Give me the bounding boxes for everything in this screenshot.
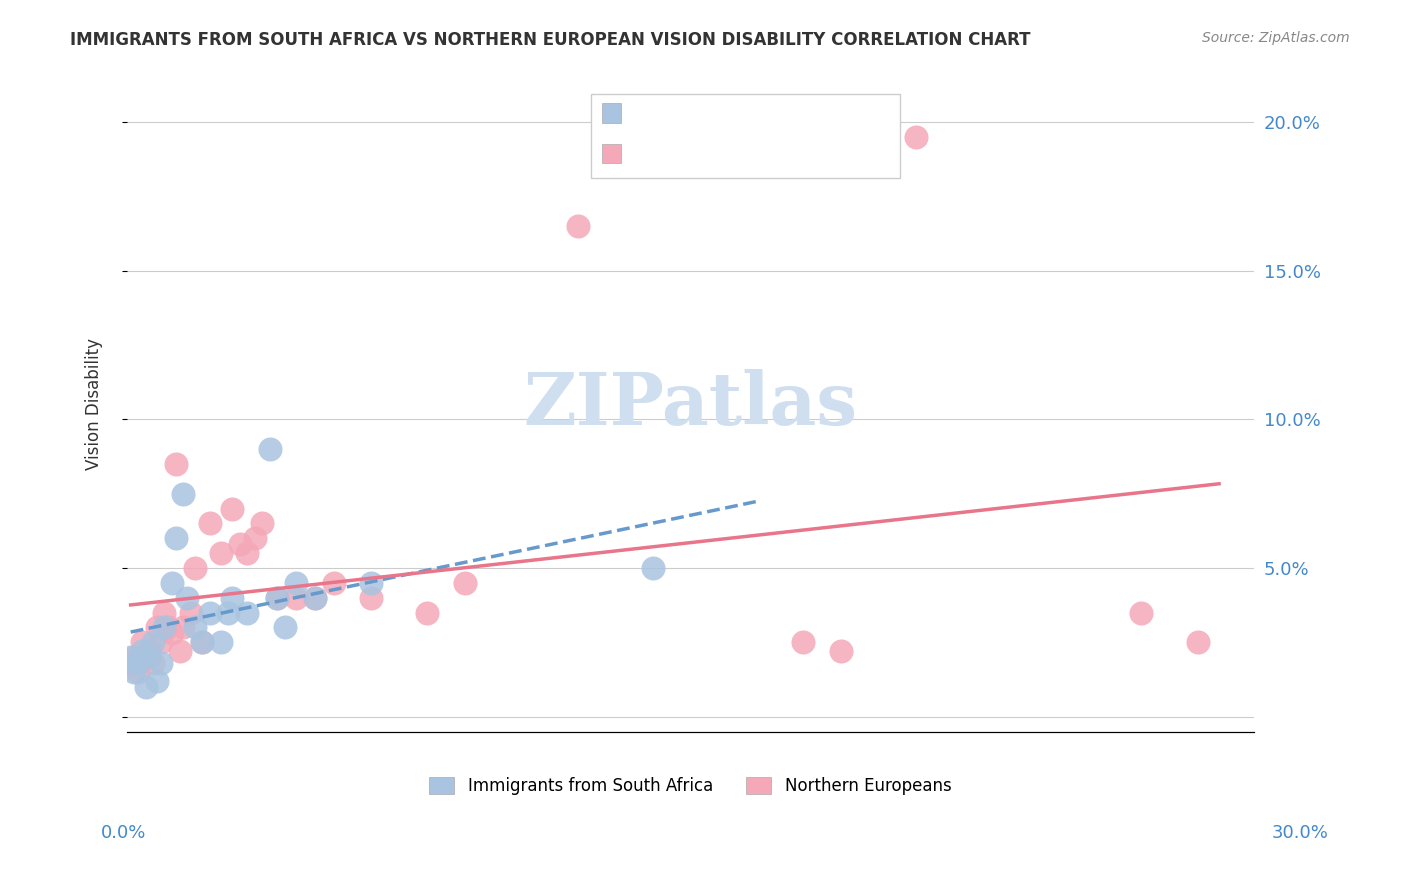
Point — [243, 531, 266, 545]
Point — [160, 626, 183, 640]
Point — [169, 644, 191, 658]
Text: 28: 28 — [744, 104, 766, 122]
Point — [416, 606, 439, 620]
Point — [120, 650, 142, 665]
Point — [266, 591, 288, 605]
Point — [228, 537, 250, 551]
Text: IMMIGRANTS FROM SOUTH AFRICA VS NORTHERN EUROPEAN VISION DISABILITY CORRELATION : IMMIGRANTS FROM SOUTH AFRICA VS NORTHERN… — [70, 31, 1031, 49]
Point — [904, 129, 927, 144]
Legend: Immigrants from South Africa, Northern Europeans: Immigrants from South Africa, Northern E… — [423, 770, 957, 802]
Point — [1130, 606, 1153, 620]
Text: 30.0%: 30.0% — [1272, 824, 1329, 842]
Point — [641, 561, 664, 575]
Point — [153, 620, 176, 634]
Text: R =: R = — [626, 143, 662, 161]
Point — [304, 591, 326, 605]
Point — [304, 591, 326, 605]
Point — [1187, 635, 1209, 649]
Point — [273, 620, 295, 634]
Point — [172, 486, 194, 500]
Point — [131, 644, 153, 658]
Point — [149, 656, 172, 670]
Point — [250, 516, 273, 531]
Point — [183, 620, 205, 634]
Text: N =: N = — [717, 104, 754, 122]
Point — [127, 656, 149, 670]
Point — [830, 644, 852, 658]
Point — [138, 650, 160, 665]
Point — [146, 620, 169, 634]
Point — [217, 606, 239, 620]
Point — [360, 591, 382, 605]
Point — [157, 620, 180, 634]
Point — [153, 606, 176, 620]
Point — [120, 656, 142, 670]
Point — [124, 665, 146, 679]
Point — [259, 442, 281, 456]
Point — [198, 606, 221, 620]
Text: 0.0%: 0.0% — [101, 824, 146, 842]
Point — [183, 561, 205, 575]
Point — [209, 635, 232, 649]
Point — [160, 575, 183, 590]
Point — [191, 635, 214, 649]
Point — [285, 575, 308, 590]
Point — [146, 673, 169, 688]
Point — [221, 501, 243, 516]
Point — [165, 457, 187, 471]
Point — [127, 665, 149, 679]
Point — [198, 516, 221, 531]
Point — [285, 591, 308, 605]
Point — [149, 635, 172, 649]
Point — [236, 606, 259, 620]
Point — [135, 650, 157, 665]
Text: ZIPatlas: ZIPatlas — [523, 369, 858, 440]
Point — [135, 680, 157, 694]
Text: 0.353: 0.353 — [654, 143, 706, 161]
Point — [322, 575, 344, 590]
Point — [142, 635, 165, 649]
Point — [567, 219, 589, 233]
Point — [172, 620, 194, 634]
Point — [209, 546, 232, 560]
Text: 38: 38 — [744, 143, 766, 161]
Text: Source: ZipAtlas.com: Source: ZipAtlas.com — [1202, 31, 1350, 45]
Point — [165, 531, 187, 545]
Point — [792, 635, 814, 649]
Point — [221, 591, 243, 605]
Point — [138, 644, 160, 658]
Text: R =: R = — [626, 104, 662, 122]
Y-axis label: Vision Disability: Vision Disability — [86, 338, 103, 470]
Text: 0.234: 0.234 — [654, 104, 707, 122]
Point — [180, 606, 202, 620]
Text: N =: N = — [717, 143, 754, 161]
Point — [191, 635, 214, 649]
Point — [360, 575, 382, 590]
Point — [176, 591, 198, 605]
Point — [454, 575, 477, 590]
Point — [124, 650, 146, 665]
Point — [142, 656, 165, 670]
Point — [131, 635, 153, 649]
Point — [236, 546, 259, 560]
Point — [266, 591, 288, 605]
